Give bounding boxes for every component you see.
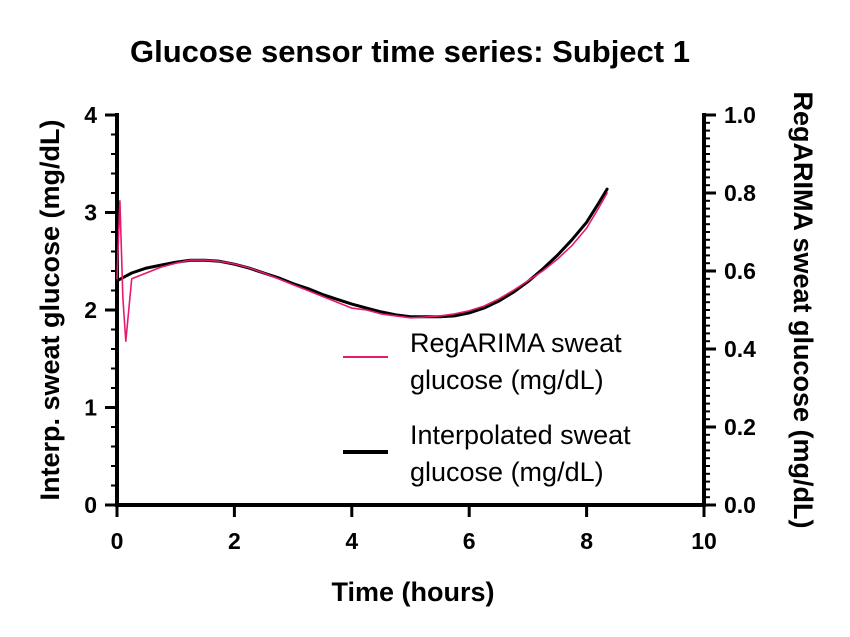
y2-tick-label: 0.2 — [724, 414, 756, 440]
y-tick-label: 3 — [84, 200, 97, 226]
legend-label-interpolated-line1: Interpolated sweat — [410, 420, 631, 450]
y2-tick-label: 0.8 — [724, 180, 756, 206]
x-axis-label: Time (hours) — [331, 577, 494, 607]
legend-label-regarima-line2: glucose (mg/dL) — [410, 365, 604, 395]
ticks: 0 2 4 6 8 10 0 1 2 3 4 0.0 0.2 0.4 0.6 0.8 1.0 — [84, 102, 756, 554]
x-tick-label: 4 — [345, 528, 358, 554]
legend: RegARIMA sweat glucose (mg/dL) Interpola… — [343, 328, 631, 487]
y2-tick-label: 1.0 — [724, 102, 756, 128]
y-tick-label: 0 — [84, 492, 97, 518]
series-line-regarima — [116, 192, 608, 343]
chart-title: Glucose sensor time series: Subject 1 — [130, 34, 690, 69]
y-tick-label: 4 — [84, 102, 97, 128]
x-tick-label: 10 — [691, 528, 717, 554]
y2-tick-label: 0.0 — [724, 492, 756, 518]
series-lines — [115, 187, 609, 343]
x-tick-label: 2 — [228, 528, 241, 554]
y-axis-label-left: Interp. sweat glucose (mg/dL) — [35, 119, 65, 500]
y-tick-label: 1 — [84, 395, 97, 421]
y-tick-label: 2 — [84, 297, 97, 323]
x-tick-label: 0 — [111, 528, 124, 554]
y2-tick-label: 0.4 — [724, 336, 756, 362]
x-tick-label: 8 — [580, 528, 593, 554]
y-axis-label-right: RegARIMA sweat glucose (mg/dL) — [788, 91, 818, 528]
y2-tick-label: 0.6 — [724, 258, 756, 284]
legend-label-regarima-line1: RegARIMA sweat — [410, 328, 622, 358]
series-line-interpolated — [115, 187, 609, 319]
legend-label-interpolated-line2: glucose (mg/dL) — [410, 457, 604, 487]
x-tick-label: 6 — [463, 528, 476, 554]
